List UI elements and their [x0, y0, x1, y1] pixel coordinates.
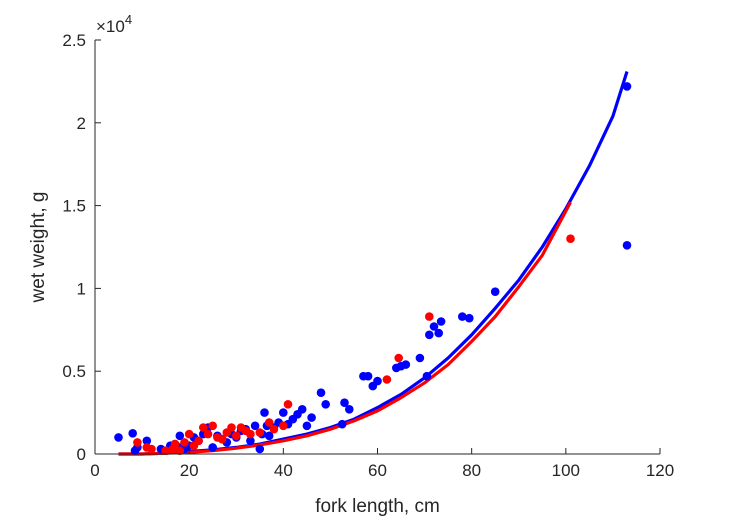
- data-point: [250, 421, 260, 431]
- data-point: [255, 444, 265, 454]
- x-axis-title: fork length, cm: [315, 496, 440, 517]
- data-point: [425, 312, 434, 321]
- data-point: [180, 438, 189, 447]
- x-tick-label: 60: [368, 461, 387, 480]
- x-tick-label: 100: [552, 461, 580, 480]
- data-point: [302, 421, 312, 431]
- data-point: [425, 330, 434, 340]
- y-tick-label: 1: [77, 279, 86, 298]
- data-point: [175, 446, 185, 456]
- data-point: [394, 353, 404, 363]
- x-tick-label: 20: [180, 461, 199, 480]
- data-marks: [114, 71, 632, 456]
- data-point: [170, 439, 180, 449]
- y-exponent-base: ×10: [96, 17, 125, 36]
- data-point: [269, 424, 279, 434]
- data-point: [622, 82, 632, 91]
- y-tick-label: 0.5: [62, 362, 86, 381]
- data-point: [208, 443, 217, 452]
- y-exponent-label: ×104: [96, 12, 132, 36]
- data-point: [232, 431, 241, 441]
- x-tick-label: 40: [274, 461, 293, 480]
- data-point: [279, 408, 288, 417]
- data-point: [194, 436, 203, 446]
- y-tick-label: 2.5: [62, 31, 86, 50]
- data-point: [175, 431, 185, 441]
- data-point: [133, 438, 142, 447]
- data-point: [279, 421, 288, 431]
- data-point: [264, 431, 274, 441]
- data-point: [337, 419, 347, 429]
- data-point: [373, 376, 382, 386]
- data-point: [142, 436, 152, 446]
- data-point: [147, 444, 156, 454]
- data-point: [199, 423, 208, 432]
- data-point: [566, 234, 575, 243]
- data-point: [114, 433, 123, 442]
- data-point: [255, 428, 265, 437]
- data-point: [382, 375, 392, 384]
- x-tick-label: 0: [90, 461, 99, 480]
- data-point: [283, 400, 293, 409]
- y-axis-title: wet weight, g: [28, 192, 49, 304]
- data-point: [227, 423, 236, 432]
- data-point: [345, 405, 354, 414]
- x-tick-label: 80: [462, 461, 481, 480]
- data-point: [217, 434, 227, 444]
- data-point: [458, 312, 467, 321]
- data-point: [415, 353, 425, 363]
- data-point: [490, 287, 500, 297]
- data-point: [161, 446, 170, 456]
- y-tick-label: 0: [77, 445, 86, 464]
- data-point: [340, 398, 349, 408]
- data-point: [246, 429, 255, 439]
- y-exponent-power: 4: [125, 12, 132, 27]
- y-tick-label: 2: [77, 114, 86, 133]
- data-point: [465, 313, 474, 323]
- data-point: [436, 317, 446, 326]
- data-point: [429, 322, 439, 331]
- y-tick-label: 1.5: [62, 197, 86, 216]
- data-point: [246, 436, 255, 446]
- data-point: [264, 418, 274, 427]
- data-point: [321, 400, 331, 409]
- plot-area: [95, 40, 660, 454]
- data-point: [208, 421, 217, 431]
- data-point: [434, 328, 444, 338]
- x-tick-label: 120: [646, 461, 674, 480]
- data-point: [184, 429, 194, 439]
- data-point: [307, 413, 316, 422]
- data-point: [622, 241, 632, 250]
- data-point: [363, 371, 373, 381]
- data-point: [422, 371, 432, 381]
- data-point: [128, 429, 137, 438]
- data-point: [316, 388, 326, 398]
- data-point: [260, 408, 269, 417]
- data-point: [203, 429, 213, 439]
- data-point: [297, 405, 307, 414]
- data-point: [401, 360, 411, 369]
- axes: 0 20 40 60 80 100 120 0 0.5 1 1.5 2 2.5: [62, 31, 674, 480]
